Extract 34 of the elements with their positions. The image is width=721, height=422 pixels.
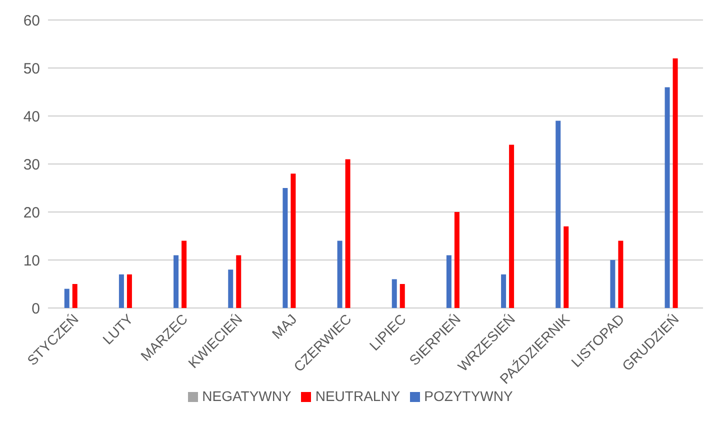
- legend-label: POZYTYWNY: [424, 388, 513, 404]
- y-tick-label: 30: [23, 156, 40, 174]
- bar: [182, 240, 187, 308]
- y-tick-label: 20: [23, 204, 40, 222]
- bar: [501, 274, 506, 308]
- bar: [392, 279, 397, 308]
- bar: [126, 274, 132, 308]
- bar: [118, 274, 124, 308]
- bar: [610, 260, 616, 308]
- bar: [236, 255, 242, 308]
- bar: [446, 255, 452, 308]
- bar: [337, 240, 342, 308]
- y-tick-label: 60: [23, 12, 40, 30]
- bar: [556, 120, 561, 308]
- legend-label: NEUTRALNY: [315, 388, 400, 404]
- y-tick-label: 40: [23, 108, 40, 126]
- bar: [454, 212, 460, 308]
- y-tick-label: 50: [23, 60, 40, 78]
- bar: [290, 174, 296, 308]
- bar: [345, 159, 350, 308]
- bar: [672, 58, 678, 308]
- bar: [400, 284, 405, 308]
- y-tick-label: 0: [32, 300, 40, 318]
- legend-label: NEGATYWNY: [202, 388, 292, 404]
- bar: [174, 255, 179, 308]
- bar: [664, 87, 670, 308]
- bar: [509, 144, 514, 308]
- y-tick-label: 10: [23, 252, 40, 270]
- bar: [228, 270, 234, 308]
- bar: [564, 226, 569, 308]
- bar: [282, 188, 288, 308]
- bar: [72, 284, 78, 308]
- bar: [64, 288, 70, 308]
- bar: [618, 240, 624, 308]
